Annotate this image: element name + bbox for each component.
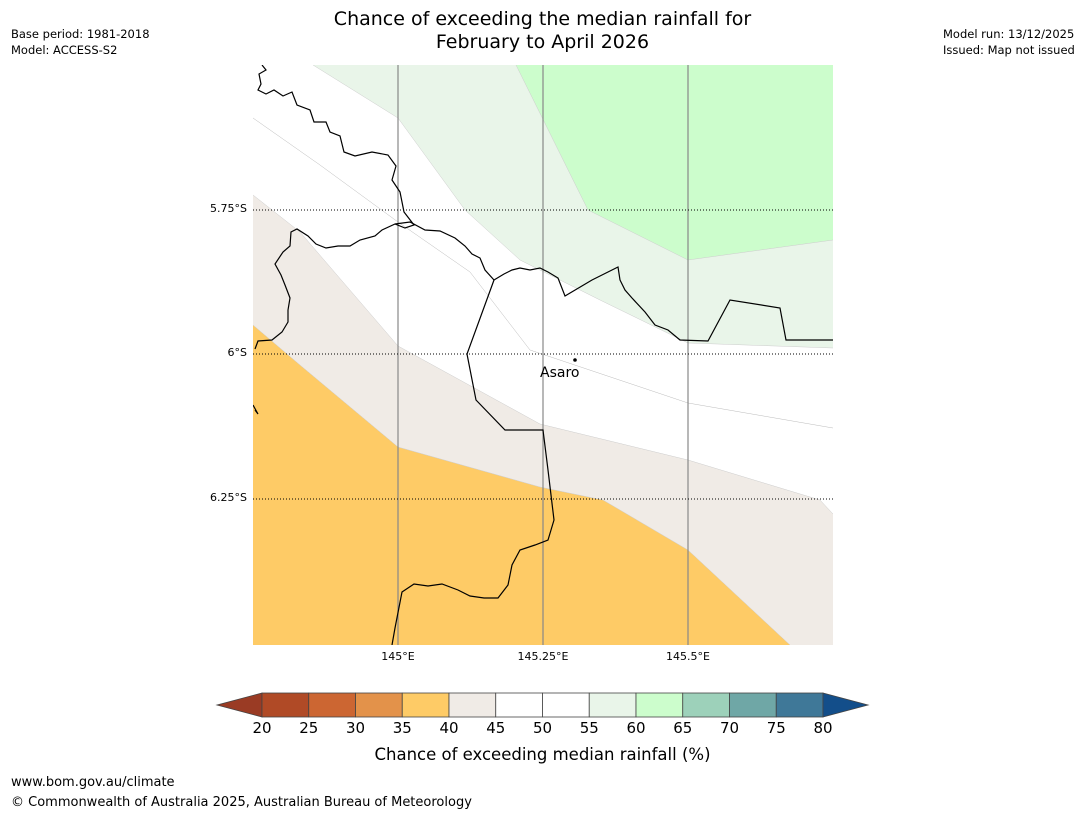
colorbar-tick-label: 70 xyxy=(719,719,740,737)
lon-label-145-5e: 145.5°E xyxy=(666,650,710,663)
colorbar-tick-label: 30 xyxy=(345,719,366,737)
colorbar-tick-label: 65 xyxy=(673,719,693,737)
colorbar-tick-label: 50 xyxy=(532,719,553,737)
colorbar-tick-label: 80 xyxy=(813,719,833,737)
place-label-asaro: Asaro xyxy=(540,365,580,381)
colorbar-tick-label: 55 xyxy=(579,719,599,737)
colorbar-tick-label: 45 xyxy=(486,719,506,737)
base-period: Base period: 1981-2018 xyxy=(11,27,150,41)
region-35-40 xyxy=(253,325,790,645)
footer-url[interactable]: www.bom.gov.au/climate xyxy=(11,775,175,790)
province-border xyxy=(254,65,415,350)
footer-copyright: © Commonwealth of Australia 2025, Austra… xyxy=(11,795,472,810)
title-line-1: Chance of exceeding the median rainfall … xyxy=(333,8,752,30)
map-title: Chance of exceeding the median rainfall … xyxy=(0,8,1085,54)
contour-line xyxy=(253,194,833,515)
model-name: Model: ACCESS-S2 xyxy=(11,43,118,57)
region-55-60 xyxy=(313,65,833,348)
colorbar-tick-label: 25 xyxy=(299,719,319,737)
issued-status: Issued: Map not issued xyxy=(943,43,1075,57)
lon-label-145-25e: 145.25°E xyxy=(517,650,569,663)
province-border xyxy=(394,221,833,342)
colorbar-tick-label: 75 xyxy=(766,719,786,737)
lat-label-6s: 6°S xyxy=(227,346,247,359)
contour-line xyxy=(515,65,833,261)
province-border xyxy=(391,279,555,645)
place-marker-icon[interactable] xyxy=(573,358,577,362)
province-border xyxy=(253,404,259,415)
colorbar-tick-label: 20 xyxy=(252,719,272,737)
title-line-2: February to April 2026 xyxy=(435,31,650,53)
colorbar-tick-label: 60 xyxy=(626,719,646,737)
lon-label-145e: 145°E xyxy=(381,650,415,663)
meta-left: Base period: 1981-2018 Model: ACCESS-S2 xyxy=(11,26,150,58)
region-60-65 xyxy=(516,65,833,260)
meta-right: Model run: 13/12/2025 Issued: Map not is… xyxy=(943,26,1075,58)
lat-label-6-25s: 6.25°S xyxy=(210,491,247,504)
colorbar-tick-label: 40 xyxy=(439,719,459,737)
lat-label-5-75s: 5.75°S xyxy=(210,202,247,215)
map-layers xyxy=(253,65,833,645)
colorbar-tick-label: 35 xyxy=(392,719,412,737)
colorbar-title: Chance of exceeding median rainfall (%) xyxy=(374,745,711,764)
model-run: Model run: 13/12/2025 xyxy=(943,27,1075,41)
